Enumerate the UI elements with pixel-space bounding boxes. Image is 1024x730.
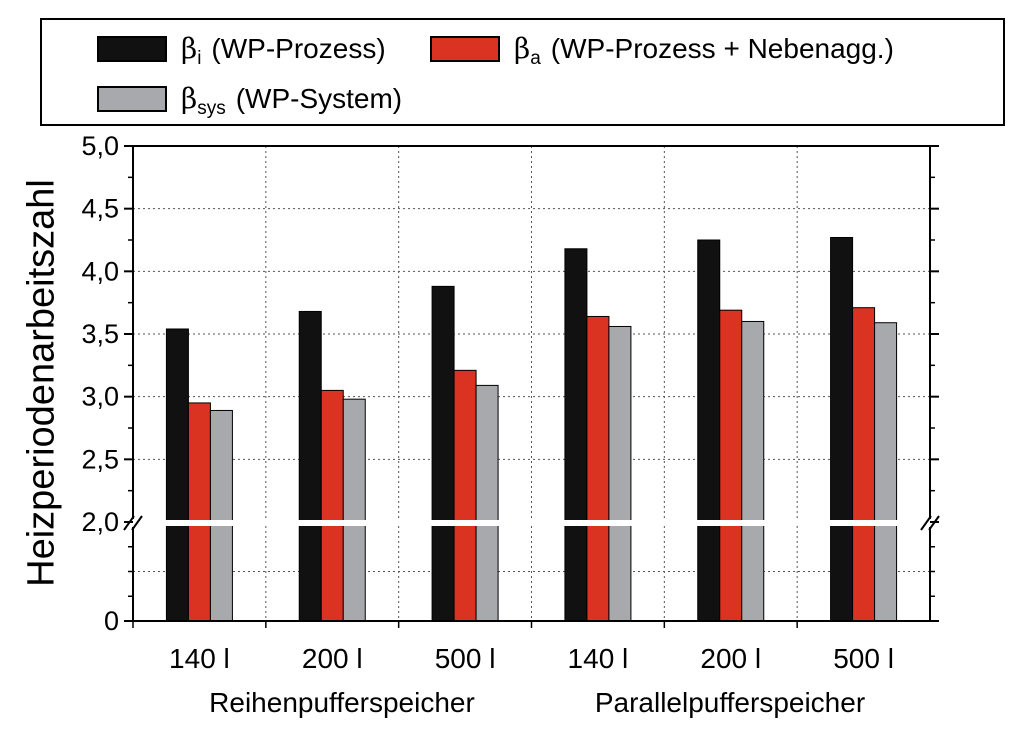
x-tick-label: 200 l <box>700 643 761 674</box>
y-axis-label: Heizperiodenarbeitszahl <box>20 179 63 587</box>
group-label-parallel: Parallelpufferspeicher <box>594 687 866 718</box>
y-tick-label: 4,5 <box>81 194 119 224</box>
bar <box>453 369 477 622</box>
legend-swatch-beta-a <box>430 35 500 62</box>
bar <box>564 248 588 622</box>
bar <box>852 307 876 622</box>
legend: β i (WP-Prozess) β a (WP-Prozess + Neben… <box>40 18 1005 126</box>
bar <box>741 320 765 622</box>
bar <box>586 315 610 622</box>
legend-text: (WP-Prozess) <box>211 32 386 64</box>
y-tick-label: 4,0 <box>81 256 119 286</box>
bar <box>209 409 233 622</box>
legend-item-beta-sys: β sys (WP-System) <box>97 82 403 119</box>
legend-text: (WP-Prozess + Nebenagg.) <box>550 32 894 64</box>
legend-item-beta-i: β i (WP-Prozess) <box>97 32 386 69</box>
x-tick-label: 500 l <box>833 643 894 674</box>
bar <box>165 328 189 622</box>
legend-swatch-beta-i <box>97 35 167 62</box>
x-tick-label: 140 l <box>169 643 230 674</box>
y-tick-label: 2,0 <box>81 507 119 537</box>
x-tick-label: 500 l <box>435 643 496 674</box>
legend-item-beta-a: β a (WP-Prozess + Nebenagg.) <box>430 32 894 69</box>
x-tick-label: 140 l <box>568 643 629 674</box>
group-label-reihen: Reihenpufferspeicher <box>209 687 475 718</box>
bar <box>320 389 344 622</box>
legend-subscript: i <box>197 47 202 69</box>
x-tick-label: 200 l <box>302 643 363 674</box>
bar <box>298 310 322 622</box>
bar <box>187 402 211 622</box>
bar <box>342 398 366 622</box>
y-tick-label: 2,5 <box>81 444 119 474</box>
legend-text: (WP-System) <box>235 82 403 114</box>
legend-symbol: β <box>181 32 198 65</box>
legend-symbol: β <box>514 32 531 65</box>
axis-break-band <box>127 520 936 526</box>
bar <box>874 322 898 622</box>
y-tick-label: 3,0 <box>81 382 119 412</box>
y-tick-label: 0 <box>104 606 119 636</box>
legend-subscript: sys <box>197 97 226 119</box>
legend-subscript: a <box>530 47 541 69</box>
bar <box>697 239 721 622</box>
y-tick-label: 3,5 <box>81 319 119 349</box>
legend-symbol: β <box>181 82 198 115</box>
bar <box>719 309 743 622</box>
bar <box>431 285 455 622</box>
legend-swatch-beta-sys <box>97 85 167 112</box>
bar <box>475 384 499 622</box>
y-tick-label: 5,0 <box>81 131 119 161</box>
bar <box>830 236 854 622</box>
bar <box>608 325 632 622</box>
